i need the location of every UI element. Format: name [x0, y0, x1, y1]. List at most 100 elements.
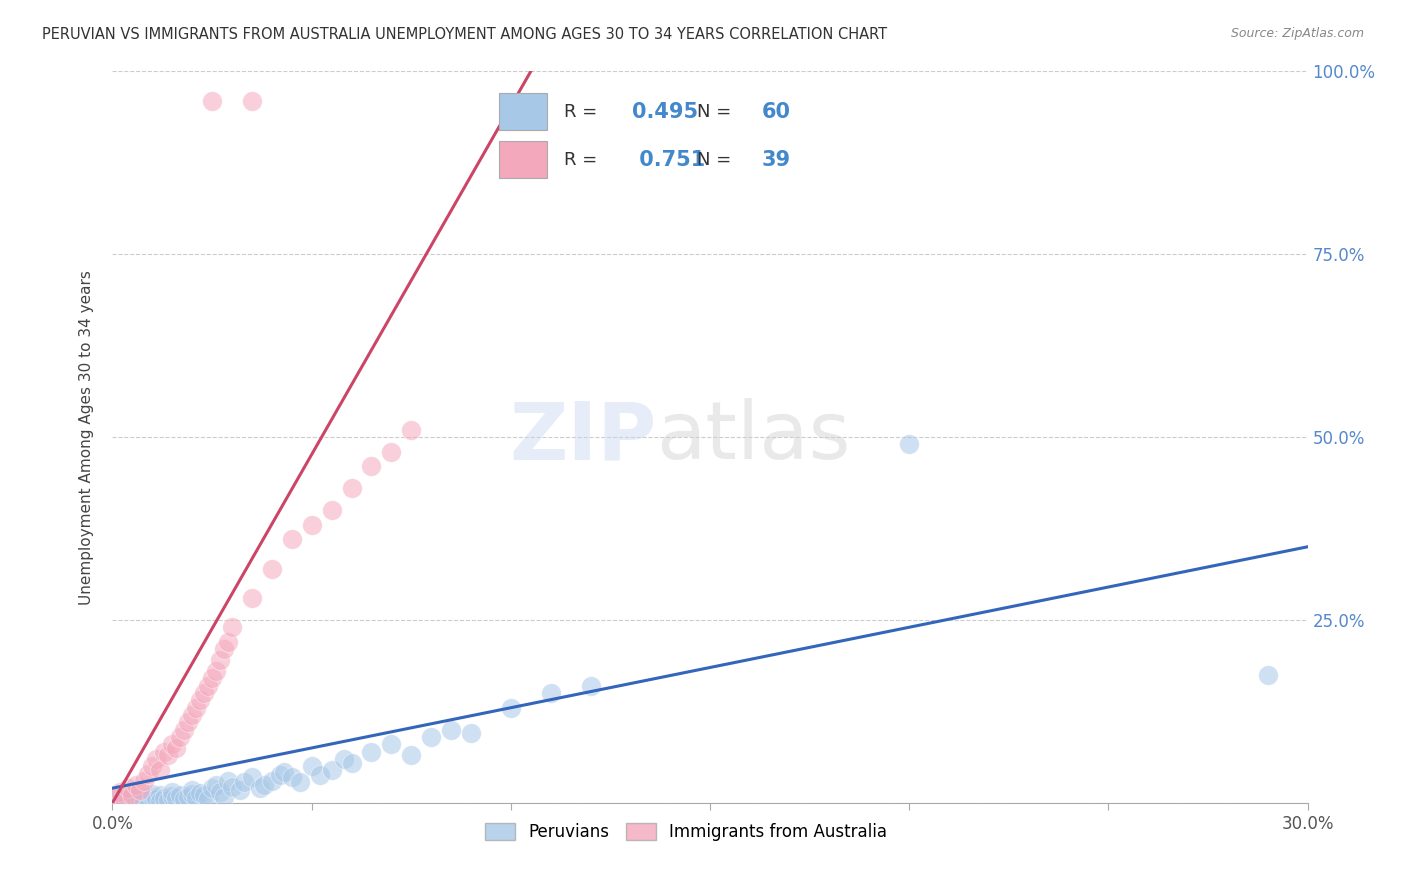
Point — [308, 768, 330, 782]
Point — [240, 770, 263, 784]
Text: PERUVIAN VS IMMIGRANTS FROM AUSTRALIA UNEMPLOYMENT AMONG AGES 30 TO 34 YEARS COR: PERUVIAN VS IMMIGRANTS FROM AUSTRALIA UN… — [42, 27, 887, 42]
Point — [181, 708, 204, 723]
Point — [193, 789, 215, 803]
Point — [173, 723, 195, 737]
Point — [117, 781, 139, 796]
Point — [157, 793, 180, 807]
Point — [173, 792, 195, 806]
Point — [209, 653, 232, 667]
Point — [197, 679, 219, 693]
Text: ZIP: ZIP — [509, 398, 657, 476]
Point — [340, 756, 363, 770]
Point — [188, 786, 211, 800]
Point — [499, 700, 522, 714]
Point — [138, 791, 160, 805]
Point — [181, 787, 204, 801]
Point — [221, 620, 243, 634]
Y-axis label: Unemployment Among Ages 30 to 34 years: Unemployment Among Ages 30 to 34 years — [79, 269, 94, 605]
Point — [165, 740, 187, 755]
Point — [460, 726, 482, 740]
Point — [221, 780, 243, 794]
Point — [141, 787, 163, 801]
Point — [162, 785, 183, 799]
Point — [141, 759, 163, 773]
Point — [401, 748, 423, 763]
Point — [138, 766, 160, 780]
Point — [288, 775, 311, 789]
Point — [145, 752, 167, 766]
Point — [233, 775, 256, 789]
Point — [260, 562, 283, 576]
Legend: Peruvians, Immigrants from Australia: Peruvians, Immigrants from Australia — [477, 814, 896, 849]
Point — [145, 792, 167, 806]
Point — [162, 737, 183, 751]
Point — [125, 778, 148, 792]
Point — [177, 715, 200, 730]
Text: Source: ZipAtlas.com: Source: ZipAtlas.com — [1230, 27, 1364, 40]
Point — [217, 773, 239, 788]
Point — [217, 635, 239, 649]
Point — [134, 773, 156, 788]
Point — [162, 789, 183, 804]
Point — [201, 781, 224, 796]
Point — [420, 730, 443, 744]
Point — [121, 793, 143, 807]
Point — [212, 642, 235, 657]
Point — [169, 789, 191, 803]
Point — [212, 789, 235, 804]
Point — [281, 770, 304, 784]
Point — [321, 503, 343, 517]
Point — [177, 789, 200, 804]
Point — [380, 737, 402, 751]
Point — [125, 790, 148, 805]
Point — [105, 789, 128, 804]
Point — [186, 700, 208, 714]
Point — [105, 792, 128, 806]
Point — [240, 94, 263, 108]
Point — [360, 745, 382, 759]
Point — [129, 782, 152, 797]
Point — [169, 730, 191, 744]
Point — [340, 481, 363, 495]
Point — [121, 789, 143, 803]
Point — [269, 768, 291, 782]
Point — [360, 459, 382, 474]
Point — [380, 444, 402, 458]
Point — [301, 517, 323, 532]
Point — [201, 94, 224, 108]
Point — [114, 792, 135, 806]
Point — [205, 664, 228, 678]
Text: atlas: atlas — [657, 398, 851, 476]
Point — [121, 789, 143, 803]
Point — [114, 789, 135, 804]
Point — [240, 591, 263, 605]
Point — [110, 785, 132, 799]
Point — [201, 672, 224, 686]
Point — [110, 794, 132, 808]
Point — [117, 794, 139, 808]
Point — [1257, 667, 1279, 681]
Point — [898, 437, 921, 451]
Point — [149, 789, 172, 803]
Point — [321, 763, 343, 777]
Point — [149, 763, 172, 777]
Point — [540, 686, 562, 700]
Point — [249, 781, 271, 796]
Point — [440, 723, 463, 737]
Point — [141, 789, 163, 804]
Point — [188, 693, 211, 707]
Point — [229, 782, 252, 797]
Point — [273, 765, 295, 780]
Point — [186, 790, 208, 805]
Point — [149, 794, 172, 808]
Point — [205, 778, 228, 792]
Point — [579, 679, 602, 693]
Point — [209, 785, 232, 799]
Point — [193, 686, 215, 700]
Point — [153, 745, 176, 759]
Point — [134, 794, 156, 808]
Point — [401, 423, 423, 437]
Point — [301, 759, 323, 773]
Point — [197, 792, 219, 806]
Point — [129, 792, 152, 806]
